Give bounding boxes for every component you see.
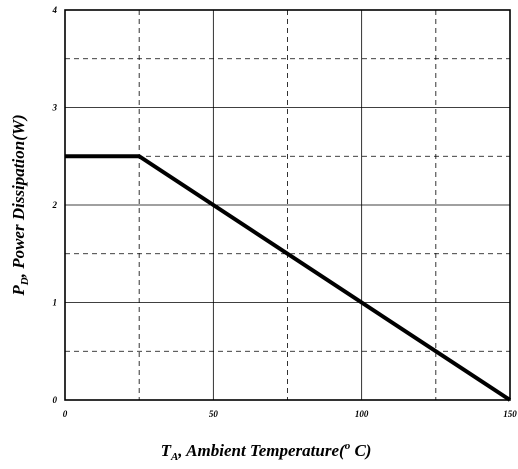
plot-frame [64, 9, 511, 401]
x-tick-label-100: 100 [355, 409, 369, 419]
series-layer [65, 154, 512, 402]
y-axis-label-text: , Power Dissipation(W) [9, 114, 28, 278]
tick-labels: 0 50 100 150 0 1 2 3 4 [52, 5, 518, 419]
y-tick-label-4: 4 [52, 5, 58, 15]
y-tick-label-0: 0 [53, 395, 58, 405]
x-tick-label-50: 50 [209, 409, 219, 419]
x-axis-label-subscript: A [170, 451, 178, 463]
x-axis-label-superscript: o [345, 440, 351, 452]
y-axis-label: PD, Power Dissipation(W) [9, 114, 31, 296]
x-axis-label-end: C) [350, 441, 371, 460]
y-tick-label-2: 2 [52, 200, 58, 210]
x-axis-label: TA, Ambient Temperature(o C) [161, 440, 372, 463]
x-tick-label-150: 150 [503, 409, 517, 419]
y-axis-label-subscript: D [19, 277, 31, 286]
y-tick-label-1: 1 [53, 298, 58, 308]
grid [65, 10, 510, 400]
x-axis-label-text: , Ambient Temperature( [177, 441, 346, 460]
y-axis-label-main: P [9, 285, 28, 297]
x-tick-label-0: 0 [63, 409, 68, 419]
series-line-0 [65, 154, 512, 402]
x-axis-label-main: T [161, 441, 172, 460]
y-tick-label-3: 3 [52, 103, 58, 113]
